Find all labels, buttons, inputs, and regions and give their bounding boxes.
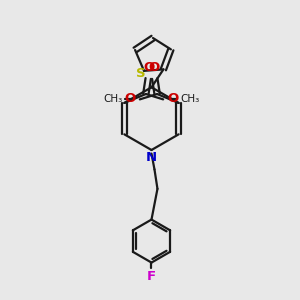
Text: N: N — [146, 151, 157, 164]
Text: O: O — [167, 92, 178, 105]
Text: F: F — [147, 270, 156, 283]
Text: S: S — [136, 68, 145, 80]
Text: CH₃: CH₃ — [104, 94, 123, 104]
Text: O: O — [148, 61, 159, 74]
Text: CH₃: CH₃ — [180, 94, 199, 104]
Text: O: O — [144, 61, 155, 74]
Text: O: O — [124, 92, 136, 105]
